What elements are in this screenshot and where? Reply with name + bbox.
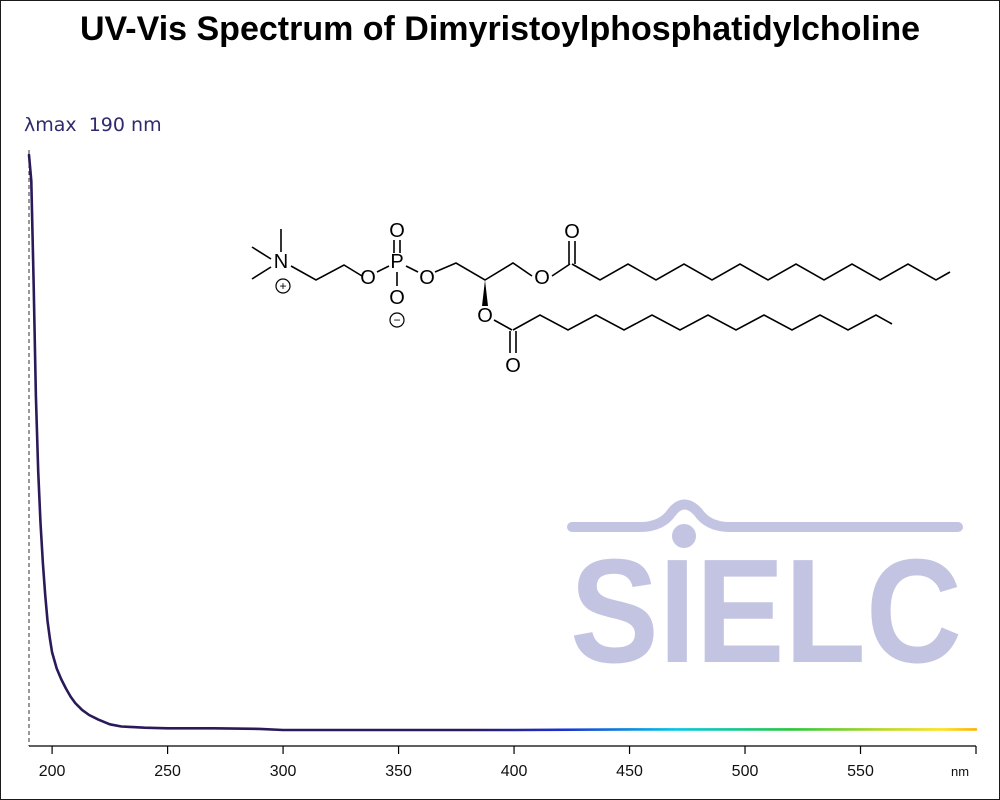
sielc-watermark: SIELC	[567, 499, 963, 694]
chart-title: UV-Vis Spectrum of Dimyristoylphosphatid…	[79, 10, 921, 48]
x-tick-label-200: 200	[39, 763, 66, 780]
atom-label-o-4: O	[389, 287, 405, 309]
atom-label-o-3: O	[389, 220, 405, 242]
atom-label-o-5: O	[419, 267, 435, 289]
atom-label-o-1: O	[360, 267, 376, 289]
x-tick-label-400: 400	[501, 763, 528, 780]
x-tick-label-450: 450	[616, 763, 643, 780]
x-axis-unit: nm	[951, 764, 969, 779]
x-tick-label-550: 550	[847, 763, 874, 780]
dmpc-structure	[251, 229, 951, 353]
watermark-text: SIELC	[570, 529, 962, 694]
atom-label-o-6: O	[534, 267, 550, 289]
x-tick-label-500: 500	[732, 763, 759, 780]
atom-label-o-9: O	[505, 355, 521, 377]
atom-label-p-2: P	[390, 251, 403, 273]
atom-label-o-8: O	[477, 305, 493, 327]
negative-charge-icon: −	[393, 313, 400, 327]
lambda-max-annotation: λmax 190 nm	[24, 114, 162, 136]
x-axis: 200 250 300 350 400 450 500 550 nm	[29, 745, 977, 780]
spectrum-line	[27, 153, 978, 732]
x-tick-label-350: 350	[385, 763, 412, 780]
x-tick-label-300: 300	[270, 763, 297, 780]
positive-charge-icon: +	[279, 279, 286, 293]
x-tick-label-250: 250	[154, 763, 181, 780]
atom-label-n-0: N	[274, 251, 288, 273]
atom-label-o-7: O	[564, 221, 580, 243]
